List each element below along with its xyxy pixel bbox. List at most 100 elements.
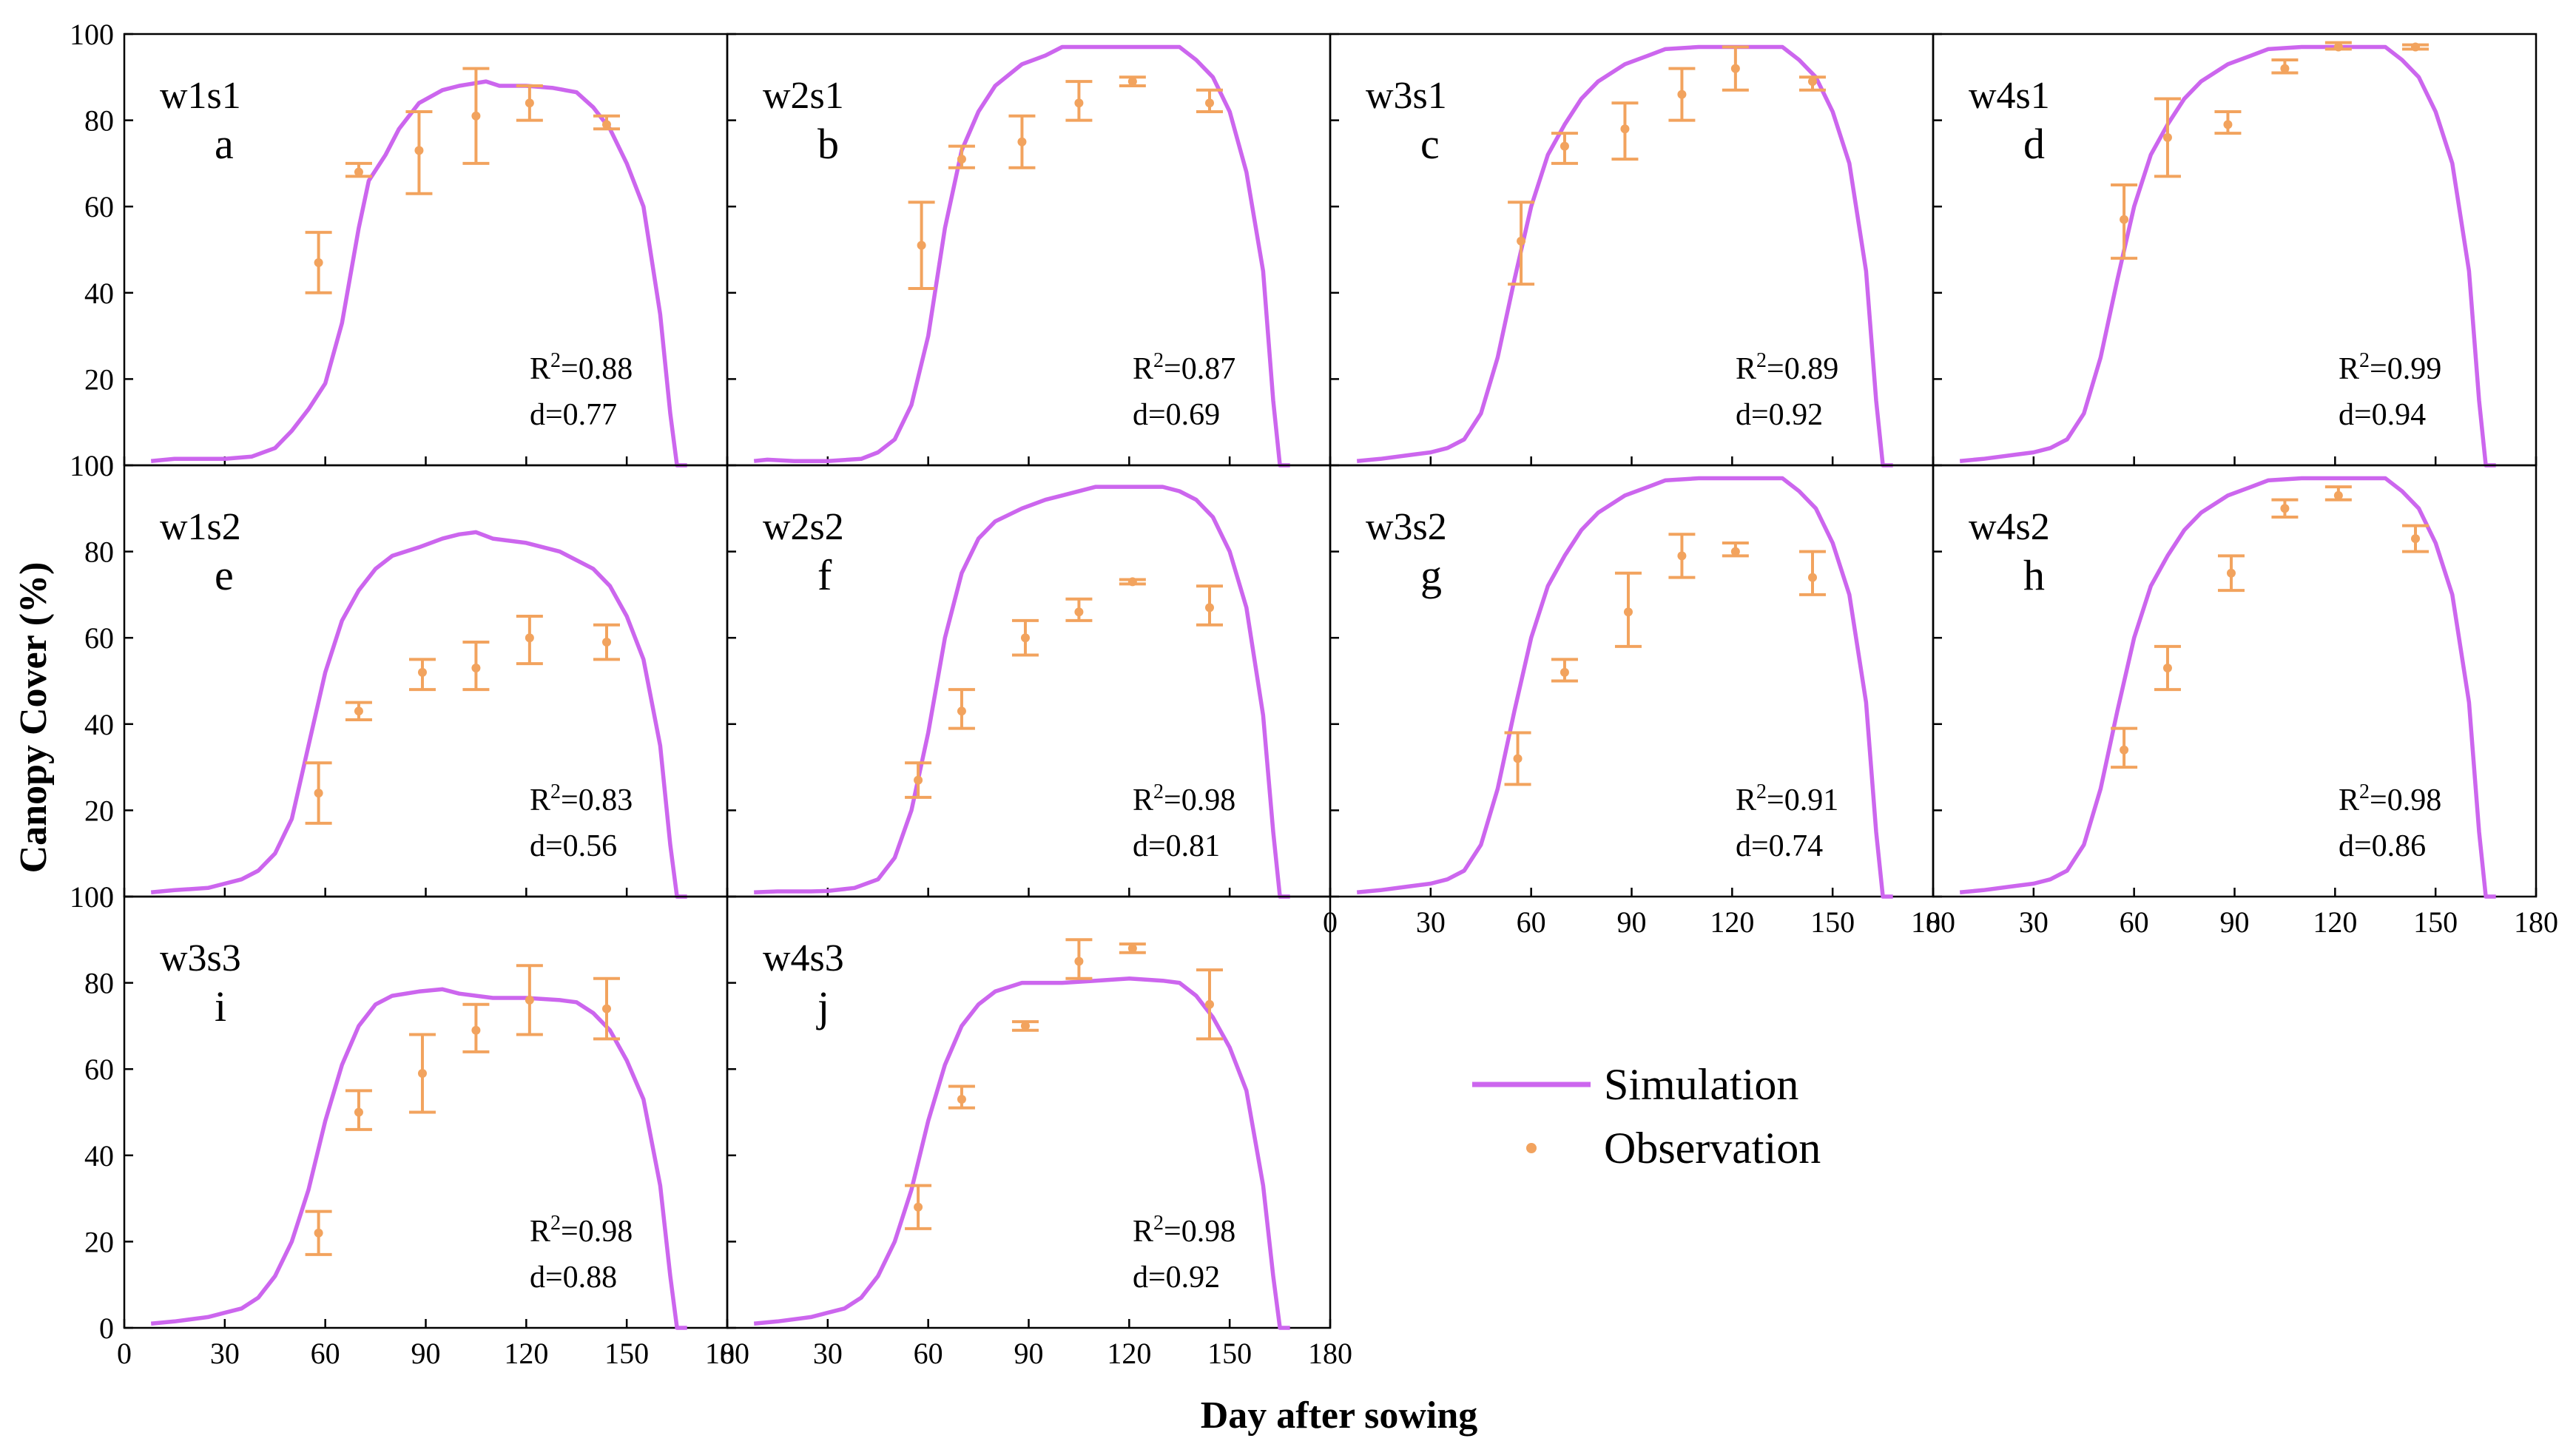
- y-tick-label: 0: [99, 880, 114, 914]
- x-tick-label: 30: [210, 1337, 240, 1370]
- simulation-line: [753, 44, 1290, 468]
- observation-point: [417, 667, 427, 677]
- observation-point: [2280, 64, 2290, 73]
- y-tick-label: 20: [84, 1225, 114, 1258]
- observation-point: [1677, 551, 1687, 561]
- x-tick-label: 60: [914, 1337, 943, 1370]
- x-tick-label: 30: [2019, 905, 2049, 939]
- observation-point: [1730, 64, 1740, 73]
- observation-point: [2280, 504, 2290, 513]
- observation-point: [1074, 607, 1084, 617]
- x-tick-label: 30: [1416, 905, 1446, 939]
- x-tick-label: 150: [2413, 905, 2458, 939]
- simulation-line: [1959, 476, 2496, 899]
- x-tick-label: 120: [2313, 905, 2357, 939]
- simulation-line: [754, 485, 1290, 899]
- y-tick-label: 60: [84, 621, 114, 655]
- panel-name: w4s1: [1969, 75, 2050, 117]
- observation-point: [314, 257, 323, 267]
- observation-point: [914, 1202, 923, 1212]
- x-tick-label: 180: [705, 1337, 749, 1370]
- observation-point: [957, 155, 966, 164]
- x-tick-label: 0: [117, 1337, 132, 1370]
- observation-point: [2411, 42, 2420, 52]
- observation-point: [1560, 141, 1569, 151]
- observation-point: [2226, 568, 2236, 578]
- d-index-label: d=0.74: [1736, 829, 1823, 863]
- d-index-label: d=0.77: [530, 398, 617, 432]
- panel-name: w3s3: [160, 937, 241, 979]
- x-tick-label: 90: [2220, 905, 2250, 939]
- x-tick-label: 150: [604, 1337, 649, 1370]
- r-squared-label: R2=0.98: [1133, 780, 1235, 817]
- observation-point: [414, 146, 424, 155]
- y-tick-label: 0: [99, 449, 114, 482]
- panel-name: w3s1: [1366, 75, 1447, 117]
- x-tick-label: 90: [1617, 905, 1647, 939]
- observation-point: [2333, 42, 2343, 52]
- simulation-line: [753, 976, 1290, 1330]
- observation-point: [957, 706, 966, 716]
- x-tick-label: 60: [2120, 905, 2149, 939]
- observation-point: [2223, 120, 2233, 129]
- y-tick-label: 20: [84, 794, 114, 827]
- panel-name: w1s2: [160, 506, 241, 548]
- y-tick-label: 100: [70, 18, 114, 51]
- x-tick-label: 150: [1810, 905, 1855, 939]
- panel-name: w1s1: [160, 75, 241, 117]
- panel-letter: c: [1420, 120, 1440, 168]
- observation-point: [354, 706, 363, 716]
- d-index-label: d=0.94: [2339, 398, 2426, 432]
- d-index-label: d=0.86: [2339, 829, 2426, 863]
- x-tick-label: 120: [504, 1337, 548, 1370]
- observation-point: [602, 1004, 611, 1013]
- r-squared-label: R2=0.88: [530, 349, 633, 386]
- observation-point: [1730, 547, 1740, 556]
- observation-point: [1127, 577, 1137, 587]
- x-tick-label: 60: [1517, 905, 1546, 939]
- x-tick-label: 0: [720, 1337, 735, 1370]
- x-axis-title: Day after sowing: [1201, 1394, 1478, 1437]
- r-squared-label: R2=0.98: [2339, 780, 2441, 817]
- d-index-label: d=0.88: [530, 1261, 617, 1295]
- observation-point: [602, 638, 611, 647]
- observation-point: [1620, 124, 1630, 134]
- observation-point: [914, 775, 923, 785]
- panel-letter: b: [817, 120, 839, 168]
- panel-name: w4s2: [1969, 506, 2050, 548]
- y-tick-label: 100: [70, 880, 114, 914]
- x-tick-label: 150: [1207, 1337, 1252, 1370]
- x-tick-label: 180: [1308, 1337, 1352, 1370]
- observation-point: [525, 995, 534, 1005]
- y-tick-label: 40: [84, 1139, 114, 1173]
- simulation-line: [1356, 44, 1893, 468]
- observation-point: [1560, 667, 1569, 677]
- panel-name: w2s1: [763, 75, 844, 117]
- observation-point: [2120, 745, 2129, 755]
- panel-letter: a: [215, 120, 234, 168]
- d-index-label: d=0.92: [1736, 398, 1823, 432]
- y-tick-label: 20: [84, 362, 114, 396]
- observation-point: [354, 1107, 363, 1117]
- x-tick-label: 180: [1911, 905, 1955, 939]
- d-index-label: d=0.69: [1133, 398, 1220, 432]
- observation-point: [314, 789, 323, 798]
- observation-point: [1020, 633, 1030, 643]
- panel-letter: j: [816, 982, 829, 1030]
- observation-point: [1623, 607, 1633, 617]
- panel-letter: e: [215, 551, 234, 599]
- observation-point: [525, 98, 534, 108]
- observation-point: [1127, 943, 1137, 953]
- observation-point: [1127, 77, 1137, 87]
- legend-observation-label: Observation: [1604, 1124, 1821, 1173]
- observation-point: [471, 664, 481, 673]
- panel-letter: i: [215, 982, 226, 1030]
- observation-point: [1808, 77, 1817, 87]
